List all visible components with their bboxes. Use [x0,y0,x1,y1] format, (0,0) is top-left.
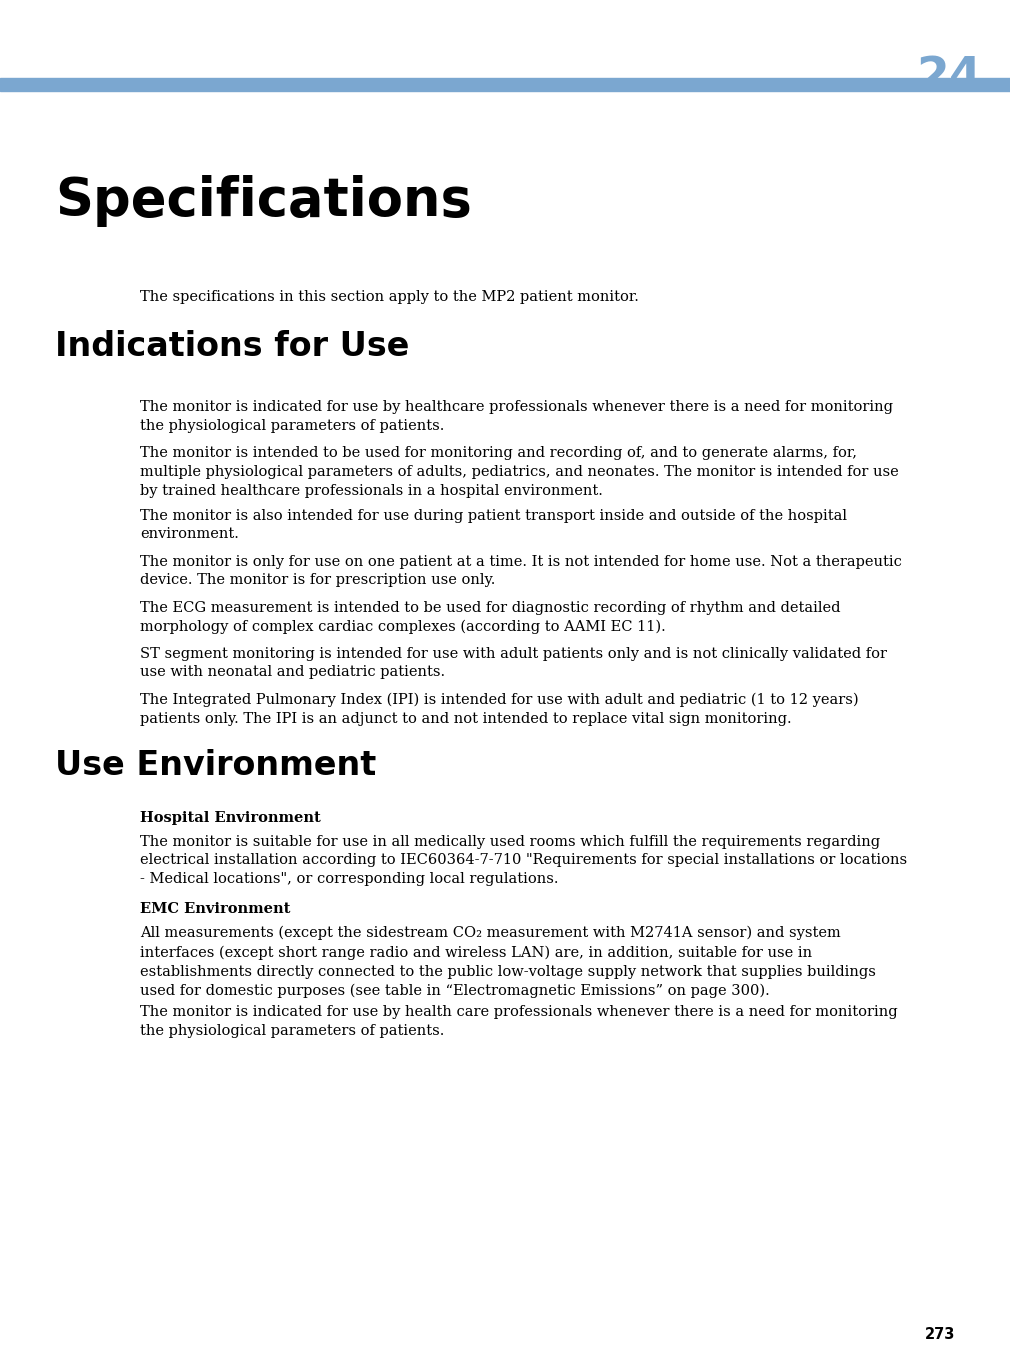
Text: The monitor is intended to be used for monitoring and recording of, and to gener: The monitor is intended to be used for m… [140,447,899,497]
Text: 273: 273 [924,1328,955,1343]
Text: 24: 24 [916,55,982,100]
Text: ST segment monitoring is intended for use with adult patients only and is not cl: ST segment monitoring is intended for us… [140,647,887,680]
Text: The specifications in this section apply to the MP2 patient monitor.: The specifications in this section apply… [140,290,639,304]
Text: Hospital Environment: Hospital Environment [140,811,321,825]
Text: The monitor is indicated for use by health care professionals whenever there is : The monitor is indicated for use by heal… [140,1006,898,1038]
Text: The monitor is indicated for use by healthcare professionals whenever there is a: The monitor is indicated for use by heal… [140,400,893,433]
Text: Use Environment: Use Environment [55,748,377,781]
Text: Specifications: Specifications [55,175,472,227]
Text: All measurements (except the sidestream CO₂ measurement with M2741A sensor) and : All measurements (except the sidestream … [140,926,876,999]
Bar [0,78,1010,90]
Text: The monitor is also intended for use during patient transport inside and outside: The monitor is also intended for use dur… [140,508,847,541]
Text: The ECG measurement is intended to be used for diagnostic recording of rhythm an: The ECG measurement is intended to be us… [140,600,840,634]
Text: The monitor is only for use on one patient at a time. It is not intended for hom: The monitor is only for use on one patie… [140,555,902,588]
Text: EMC Environment: EMC Environment [140,901,291,917]
Text: The Integrated Pulmonary Index (IPI) is intended for use with adult and pediatri: The Integrated Pulmonary Index (IPI) is … [140,692,858,726]
Text: Indications for Use: Indications for Use [55,330,409,363]
Text: The monitor is suitable for use in all medically used rooms which fulfill the re: The monitor is suitable for use in all m… [140,834,907,886]
